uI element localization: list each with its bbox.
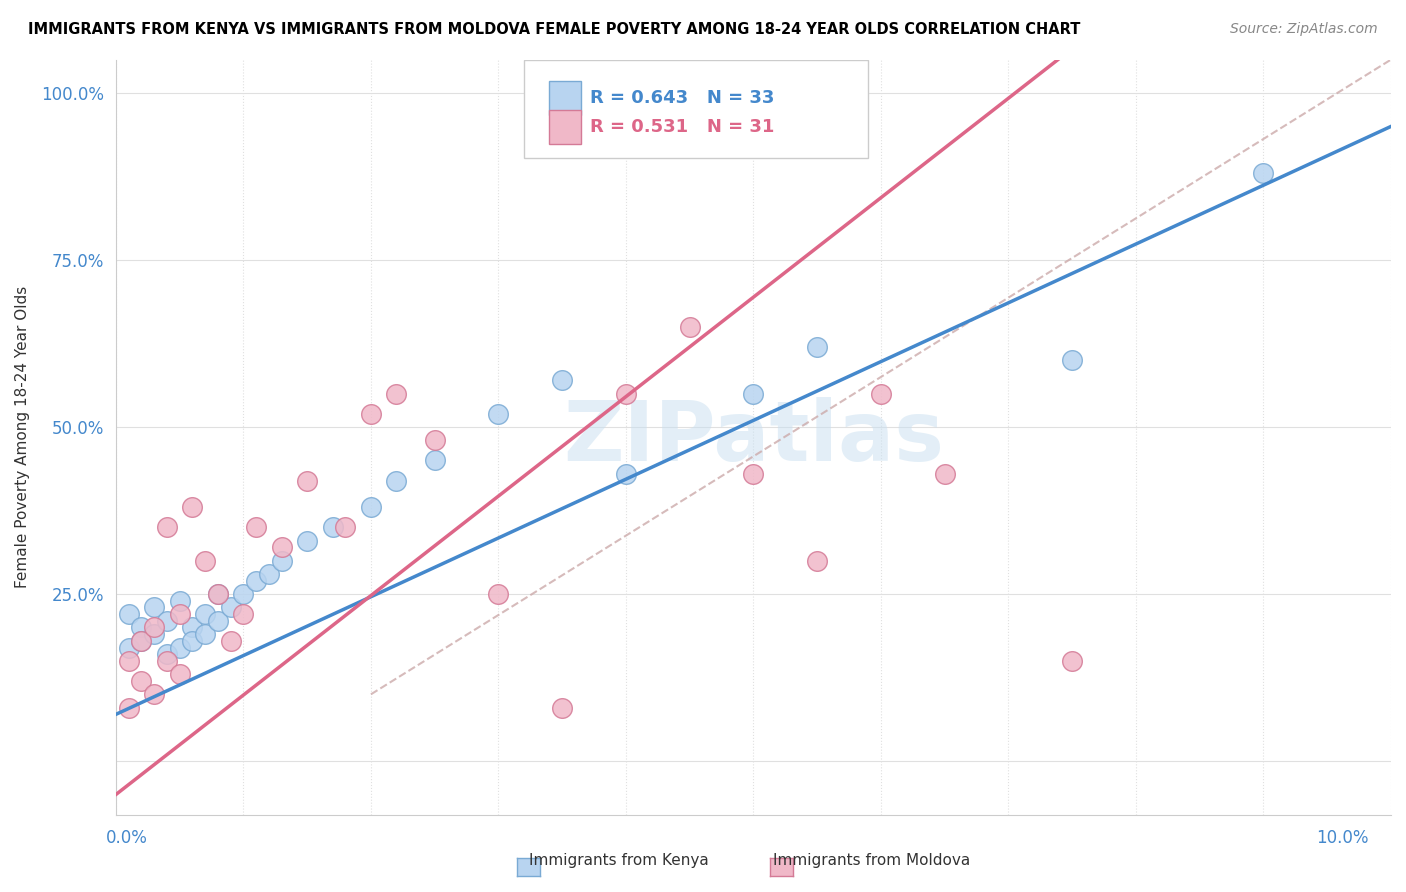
Point xyxy=(118,607,141,621)
Point xyxy=(488,587,510,601)
Point xyxy=(360,500,382,515)
Point xyxy=(219,600,242,615)
Point xyxy=(169,640,191,655)
Point xyxy=(423,453,446,467)
Point xyxy=(360,407,382,421)
Text: Immigrants from Moldova: Immigrants from Moldova xyxy=(773,854,970,868)
Point xyxy=(335,520,357,534)
Text: ZIPatlas: ZIPatlas xyxy=(562,397,943,477)
Point xyxy=(488,407,510,421)
Point xyxy=(156,520,179,534)
Point xyxy=(1253,166,1275,180)
Point xyxy=(245,574,267,588)
Y-axis label: Female Poverty Among 18-24 Year Olds: Female Poverty Among 18-24 Year Olds xyxy=(15,286,30,588)
Text: R = 0.531   N = 31: R = 0.531 N = 31 xyxy=(591,118,775,136)
Point xyxy=(169,607,191,621)
Point xyxy=(131,633,153,648)
Text: 0.0%: 0.0% xyxy=(105,829,148,847)
Point xyxy=(322,520,344,534)
Point xyxy=(143,627,166,641)
Point xyxy=(245,520,267,534)
Point xyxy=(118,700,141,714)
Point xyxy=(156,614,179,628)
Point xyxy=(156,654,179,668)
Point xyxy=(156,647,179,661)
Point xyxy=(219,633,242,648)
Point xyxy=(194,627,217,641)
Point xyxy=(169,667,191,681)
Point xyxy=(169,594,191,608)
Point xyxy=(194,554,217,568)
Point xyxy=(385,386,408,401)
Point xyxy=(551,700,574,714)
Point xyxy=(934,467,956,481)
Point xyxy=(270,541,292,555)
Point xyxy=(679,319,702,334)
Point xyxy=(181,620,204,634)
Point xyxy=(257,567,280,582)
Point xyxy=(143,687,166,701)
Point xyxy=(1062,353,1084,368)
Text: 10.0%: 10.0% xyxy=(1316,829,1369,847)
Point xyxy=(614,386,637,401)
Point xyxy=(118,640,141,655)
Point xyxy=(614,467,637,481)
Point xyxy=(295,474,318,488)
Point xyxy=(143,600,166,615)
Point xyxy=(143,620,166,634)
Point xyxy=(270,554,292,568)
Point xyxy=(207,587,229,601)
Point xyxy=(232,587,254,601)
Point xyxy=(194,607,217,621)
Point xyxy=(131,673,153,688)
Point xyxy=(806,554,828,568)
Point xyxy=(1062,654,1084,668)
Point xyxy=(118,654,141,668)
Text: Source: ZipAtlas.com: Source: ZipAtlas.com xyxy=(1230,22,1378,37)
FancyBboxPatch shape xyxy=(524,60,869,158)
Point xyxy=(742,467,765,481)
Point xyxy=(131,620,153,634)
Point xyxy=(423,434,446,448)
Point xyxy=(295,533,318,548)
Point xyxy=(232,607,254,621)
Point xyxy=(207,587,229,601)
Text: R = 0.643   N = 33: R = 0.643 N = 33 xyxy=(591,89,775,107)
FancyBboxPatch shape xyxy=(550,81,581,115)
Point xyxy=(385,474,408,488)
Point xyxy=(742,386,765,401)
Point xyxy=(551,373,574,387)
Text: IMMIGRANTS FROM KENYA VS IMMIGRANTS FROM MOLDOVA FEMALE POVERTY AMONG 18-24 YEAR: IMMIGRANTS FROM KENYA VS IMMIGRANTS FROM… xyxy=(28,22,1080,37)
Point xyxy=(131,633,153,648)
Point xyxy=(207,614,229,628)
Point xyxy=(181,500,204,515)
Text: Immigrants from Kenya: Immigrants from Kenya xyxy=(529,854,709,868)
Point xyxy=(806,340,828,354)
Point xyxy=(181,633,204,648)
FancyBboxPatch shape xyxy=(550,111,581,145)
Point xyxy=(870,386,893,401)
